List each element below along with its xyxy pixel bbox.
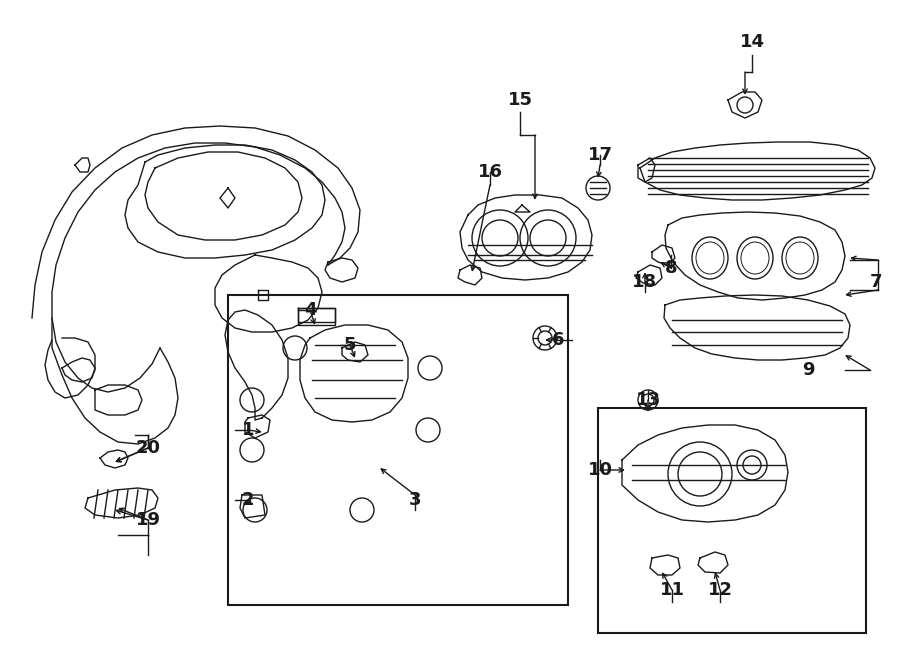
Text: 6: 6 xyxy=(552,331,564,349)
Text: 16: 16 xyxy=(478,163,502,181)
Text: 18: 18 xyxy=(633,273,658,291)
Text: 12: 12 xyxy=(707,581,733,599)
Text: 10: 10 xyxy=(588,461,613,479)
Text: 4: 4 xyxy=(304,301,316,319)
Text: 5: 5 xyxy=(344,336,356,354)
Bar xyxy=(228,295,568,605)
Text: 9: 9 xyxy=(802,361,814,379)
Text: 1: 1 xyxy=(242,421,254,439)
Text: 15: 15 xyxy=(508,91,533,109)
Text: 8: 8 xyxy=(665,259,678,277)
Text: 11: 11 xyxy=(660,581,685,599)
Text: 3: 3 xyxy=(409,491,421,509)
Text: 19: 19 xyxy=(136,511,160,529)
Text: 7: 7 xyxy=(869,273,882,291)
Text: 14: 14 xyxy=(740,33,764,51)
Text: 20: 20 xyxy=(136,439,160,457)
Text: 13: 13 xyxy=(635,391,661,409)
Text: 17: 17 xyxy=(588,146,613,164)
Bar xyxy=(598,408,866,633)
Text: 2: 2 xyxy=(242,491,254,509)
